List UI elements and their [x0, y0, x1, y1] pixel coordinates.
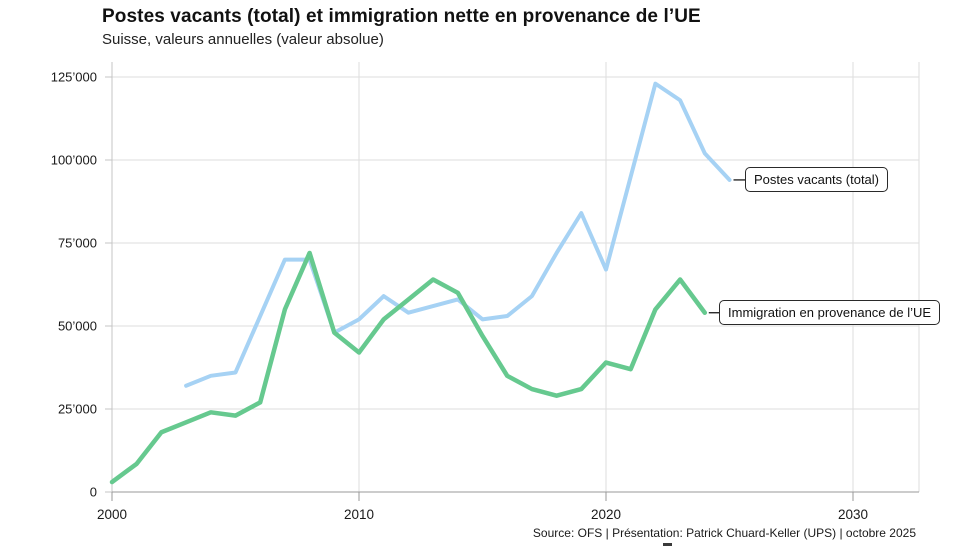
- chart-subtitle: Suisse, valeurs annuelles (valeur absolu…: [102, 31, 384, 48]
- x-tick-label: 2020: [591, 507, 621, 522]
- y-tick-label: 50’000: [58, 319, 97, 334]
- x-tick-label: 2000: [97, 507, 127, 522]
- y-tick-label: 25’000: [58, 402, 97, 417]
- source-attribution: Source: OFS | Présentation: Patrick Chua…: [532, 526, 916, 540]
- y-tick-label: 0: [90, 485, 97, 500]
- series-line-postes-vacants: [184, 81, 732, 388]
- callout-immigration-ue: Immigration en provenance de l’UE: [719, 300, 941, 325]
- y-tick-label: 125’000: [51, 70, 97, 85]
- chart-title: Postes vacants (total) et immigration ne…: [102, 6, 701, 27]
- x-tick-label: 2030: [838, 507, 868, 522]
- callout-postes-vacants: Postes vacants (total): [745, 167, 888, 192]
- cropped-bottom-artifact: [663, 543, 672, 546]
- y-tick-label: 100’000: [51, 153, 97, 168]
- y-tick-label: 75’000: [58, 236, 97, 251]
- x-tick-label: 2010: [344, 507, 374, 522]
- series-line-immigration-ue: [109, 250, 708, 485]
